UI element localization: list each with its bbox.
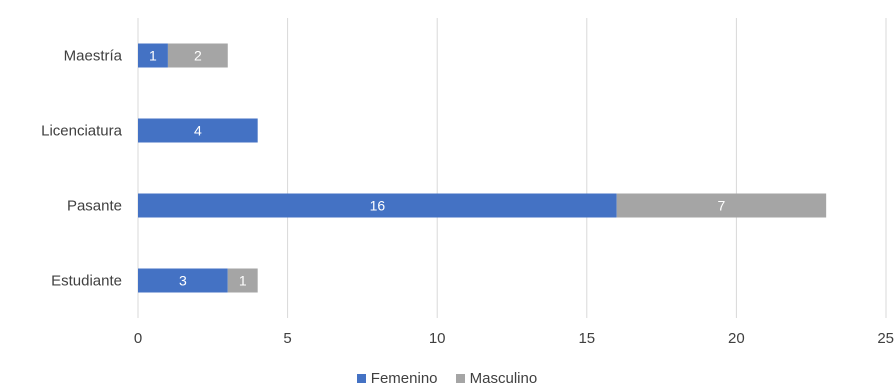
category-label-maestria: Maestría: [64, 48, 123, 65]
bar-licenciatura-femenino: [138, 118, 258, 143]
tick-label-0: 0: [134, 330, 142, 347]
legend-swatch-masculino: [455, 374, 465, 383]
tick-label-5: 5: [283, 330, 291, 347]
legend-item-femenino: Femenino: [356, 370, 438, 387]
category-label-estudiante: Estudiante: [51, 273, 122, 290]
data-label-licenciatura-femenino: 4: [194, 123, 202, 139]
bar-maestria-masculino: [167, 43, 228, 68]
legend-swatch-femenino: [356, 374, 366, 383]
category-label-licenciatura: Licenciatura: [41, 123, 123, 140]
category-labels: Estudiante Pasante Licenciatura Maestría: [41, 48, 123, 290]
data-label-maestria-femenino: 1: [149, 48, 157, 64]
legend-label-masculino: Masculino: [469, 370, 538, 387]
bar-pasante-femenino: [138, 193, 617, 218]
category-label-pasante: Pasante: [67, 198, 122, 215]
x-axis-ticks: 0 5 10 15 20 25: [134, 330, 894, 347]
bar-estudiante-masculino: [227, 268, 258, 293]
legend: Femenino Masculino: [0, 370, 894, 387]
tick-label-10: 10: [429, 330, 446, 347]
data-label-pasante-masculino: 7: [718, 198, 726, 214]
gridlines: [137, 18, 887, 318]
legend-item-masculino: Masculino: [455, 370, 538, 387]
bar-pasante-masculino: [616, 193, 827, 218]
data-label-estudiante-femenino: 3: [179, 273, 187, 289]
bar-estudiante-femenino: [138, 268, 228, 293]
data-label-pasante-femenino: 16: [370, 198, 386, 214]
tick-label-25: 25: [877, 330, 894, 347]
bars: 3 1 16 7 4 1 2: [138, 43, 827, 293]
data-label-estudiante-masculino: 1: [239, 273, 247, 289]
data-label-maestria-masculino: 2: [194, 48, 202, 64]
bar-maestria-femenino: [138, 43, 168, 68]
tick-label-20: 20: [728, 330, 745, 347]
tick-label-15: 15: [578, 330, 595, 347]
legend-label-femenino: Femenino: [370, 370, 438, 387]
